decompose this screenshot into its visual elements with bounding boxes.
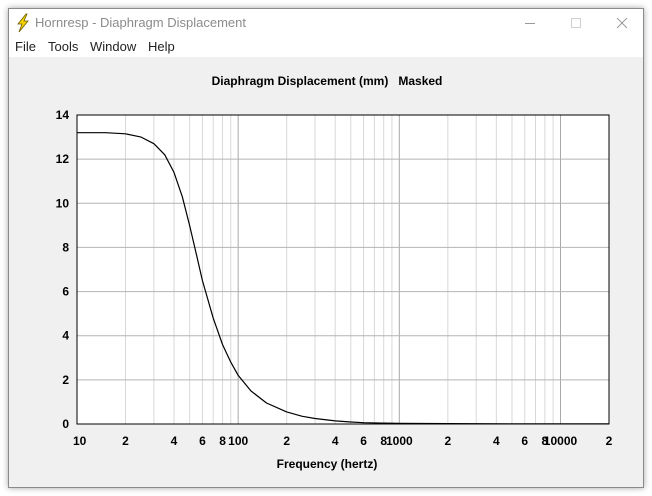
x-tick-label: 2 [122, 434, 129, 448]
x-tick-label: 1000 [386, 434, 413, 448]
menu-tools[interactable]: Tools [48, 39, 79, 54]
x-tick-label: 100 [228, 434, 248, 448]
menu-file[interactable]: File [15, 39, 36, 54]
close-icon [616, 17, 628, 29]
x-tick-label: 8 [380, 434, 387, 448]
x-tick-label: 2 [444, 434, 451, 448]
x-tick-label: 2 [606, 434, 613, 448]
menu-help[interactable]: Help [148, 39, 175, 54]
y-tick-label: 0 [62, 417, 69, 431]
x-tick-label: 2 [283, 434, 290, 448]
x-tick-label: 4 [493, 434, 500, 448]
plot-background [77, 115, 609, 424]
x-tick-label: 8 [219, 434, 226, 448]
y-tick-label: 4 [62, 329, 69, 343]
menu-window[interactable]: Window [90, 39, 137, 54]
menu-bar: File Tools Window Help [9, 37, 643, 58]
y-tick-label: 2 [62, 373, 69, 387]
title-bar: Hornresp - Diaphragm Displacement [9, 9, 643, 37]
window-title: Hornresp - Diaphragm Displacement [35, 15, 246, 30]
minimize-button[interactable] [507, 9, 553, 37]
x-axis-label: Frequency (hertz) [276, 457, 378, 471]
x-tick-label: 10 [73, 434, 87, 448]
close-button[interactable] [599, 9, 645, 37]
maximize-button[interactable] [553, 9, 599, 37]
chart-title-text: Diaphragm Displacement (mm) [211, 74, 389, 88]
chart-title: Diaphragm Displacement (mm) Masked [9, 74, 645, 88]
maximize-icon [571, 18, 581, 28]
x-tick-label: 4 [332, 434, 339, 448]
plot-frame [76, 114, 610, 425]
lightning-bolt-icon [17, 13, 29, 33]
x-tick-label: 8 [542, 434, 549, 448]
x-tick-label: 10000 [544, 434, 578, 448]
app-window: Hornresp - Diaphragm Displacement File T… [8, 8, 644, 488]
x-tick-label: 6 [521, 434, 528, 448]
displacement-curve [77, 132, 609, 425]
x-tick-label: 6 [360, 434, 367, 448]
minimize-icon [525, 23, 535, 24]
chart-subtitle: Masked [398, 74, 443, 88]
y-tick-label: 10 [56, 196, 70, 210]
x-tick-label: 6 [199, 434, 206, 448]
y-tick-label: 8 [62, 240, 69, 254]
y-tick-label: 14 [56, 108, 70, 122]
y-tick-label: 6 [62, 285, 69, 299]
x-tick-label: 4 [171, 434, 178, 448]
y-tick-label: 12 [56, 152, 70, 166]
